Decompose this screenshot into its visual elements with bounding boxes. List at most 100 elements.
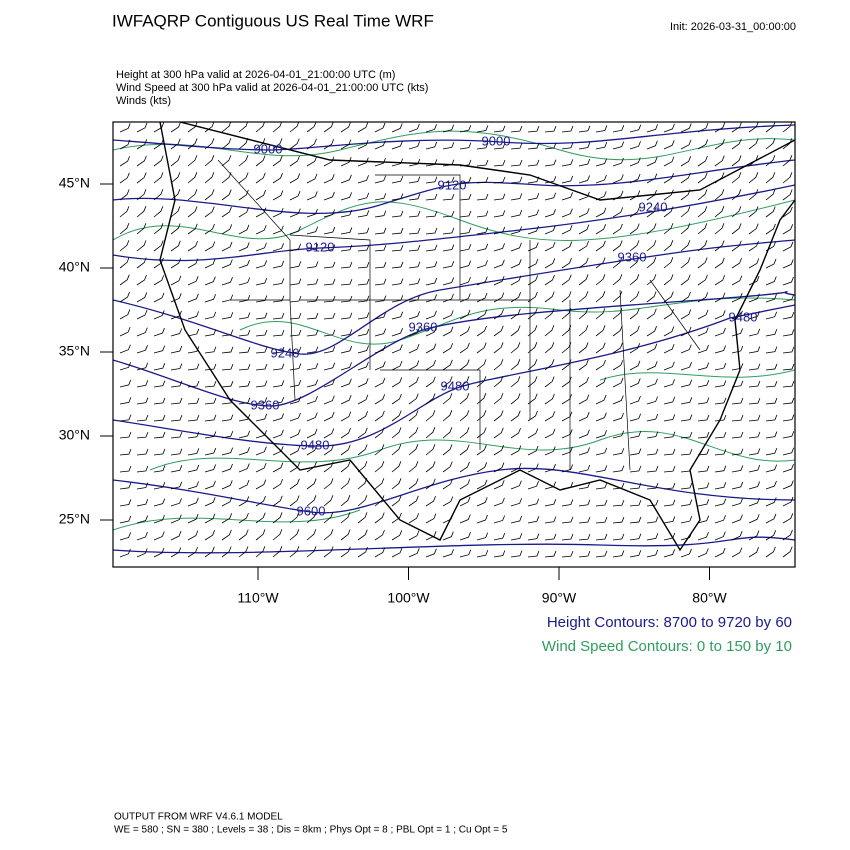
barb bbox=[629, 157, 641, 167]
barb bbox=[425, 176, 438, 184]
barb bbox=[595, 447, 608, 456]
barb bbox=[221, 138, 232, 150]
barb bbox=[663, 532, 676, 541]
barb bbox=[578, 464, 591, 473]
barb bbox=[272, 380, 285, 388]
barb bbox=[442, 142, 455, 150]
barb bbox=[289, 329, 302, 337]
barb bbox=[731, 310, 743, 320]
barb bbox=[408, 123, 420, 133]
barb bbox=[425, 376, 436, 388]
barb bbox=[680, 465, 693, 473]
barb bbox=[153, 122, 165, 133]
barb bbox=[612, 308, 623, 320]
field-line: Height at 300 hPa valid at 2026-04-01_21… bbox=[116, 69, 395, 81]
barb bbox=[238, 380, 251, 388]
barb bbox=[561, 291, 572, 303]
barb bbox=[578, 257, 589, 269]
barb bbox=[442, 513, 454, 524]
barb bbox=[493, 410, 504, 422]
barb bbox=[391, 140, 403, 150]
barb bbox=[459, 176, 472, 184]
barb bbox=[357, 157, 369, 167]
barb bbox=[595, 377, 607, 388]
barb bbox=[748, 380, 761, 388]
legend-wind: Wind Speed Contours: 0 to 150 by 10 bbox=[542, 638, 792, 655]
barb bbox=[476, 159, 489, 167]
barb bbox=[731, 397, 744, 405]
barb bbox=[697, 397, 710, 405]
barb bbox=[663, 291, 674, 303]
barb bbox=[187, 240, 198, 252]
barb bbox=[119, 465, 132, 473]
barb bbox=[714, 292, 726, 303]
barb bbox=[680, 414, 693, 422]
barb bbox=[425, 141, 438, 150]
barb bbox=[221, 206, 232, 218]
barb bbox=[221, 480, 233, 490]
barb bbox=[425, 393, 436, 405]
barb bbox=[527, 242, 539, 252]
barb bbox=[765, 397, 778, 405]
barb bbox=[238, 529, 249, 541]
footer-settings: WE = 580 ; SN = 380 ; Levels = 38 ; Dis … bbox=[114, 825, 508, 836]
barb bbox=[697, 309, 709, 320]
lat-label: 45°N bbox=[59, 175, 90, 191]
barb bbox=[612, 360, 624, 371]
barb bbox=[306, 546, 317, 558]
barb bbox=[374, 278, 387, 286]
barb bbox=[119, 139, 131, 150]
barb bbox=[408, 410, 419, 422]
barb bbox=[765, 346, 778, 354]
barb bbox=[221, 312, 234, 320]
barb bbox=[425, 427, 436, 439]
barb bbox=[357, 278, 370, 286]
barb bbox=[527, 481, 539, 490]
barb bbox=[306, 244, 319, 252]
barb bbox=[561, 516, 574, 524]
barb bbox=[714, 327, 726, 337]
barb bbox=[391, 328, 403, 337]
barb bbox=[748, 481, 761, 490]
barb bbox=[629, 308, 640, 320]
barb bbox=[629, 124, 642, 133]
barb bbox=[170, 465, 183, 473]
barb bbox=[170, 240, 181, 252]
barb bbox=[782, 259, 794, 269]
barb bbox=[612, 395, 624, 405]
barb bbox=[408, 461, 419, 473]
barb bbox=[459, 210, 472, 218]
barb bbox=[680, 139, 692, 150]
barb bbox=[782, 546, 793, 558]
barb bbox=[697, 531, 709, 541]
barb bbox=[442, 244, 455, 252]
barb bbox=[221, 189, 232, 201]
barb bbox=[391, 175, 404, 184]
barb bbox=[782, 513, 794, 524]
barb bbox=[170, 481, 183, 490]
barb bbox=[221, 329, 234, 337]
barb bbox=[391, 123, 403, 133]
barb bbox=[136, 189, 147, 201]
barb bbox=[408, 548, 420, 558]
barb bbox=[119, 240, 130, 252]
barb bbox=[187, 258, 199, 269]
barb bbox=[340, 411, 352, 422]
barb bbox=[782, 189, 793, 201]
barb bbox=[782, 346, 795, 354]
barb bbox=[170, 189, 181, 201]
barb bbox=[323, 244, 336, 252]
barb bbox=[782, 241, 794, 252]
barb bbox=[510, 393, 521, 405]
barb bbox=[306, 312, 319, 320]
barb bbox=[119, 548, 131, 558]
barb bbox=[782, 380, 795, 388]
barb bbox=[561, 125, 574, 133]
barb bbox=[663, 379, 675, 388]
barb bbox=[731, 531, 743, 541]
barb bbox=[119, 156, 130, 167]
barb bbox=[561, 359, 572, 371]
barb bbox=[714, 414, 727, 422]
barb bbox=[425, 310, 437, 320]
barb bbox=[748, 258, 760, 269]
